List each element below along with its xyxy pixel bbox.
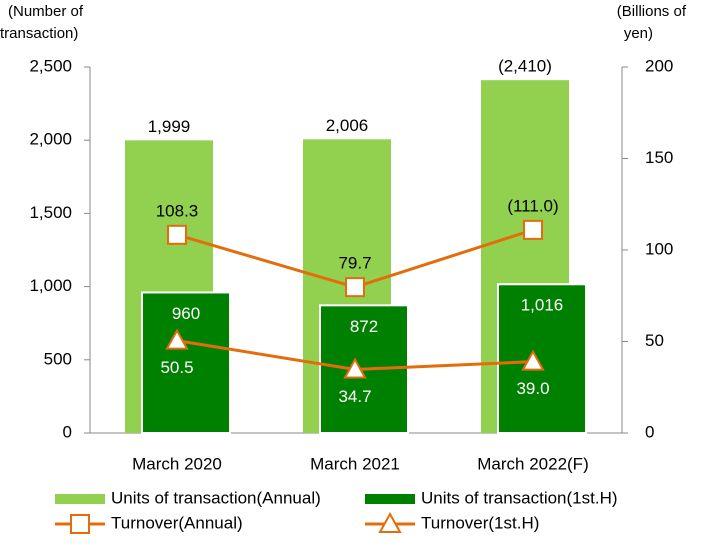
bar [497,283,587,434]
y-tick-label: 500 [44,349,72,368]
y2-tick-label: 200 [645,56,673,75]
data-label: 1,999 [148,117,191,136]
data-label: 872 [350,317,378,336]
data-label: 50.5 [160,358,193,377]
y2-tick-label: 150 [645,148,673,167]
line-marker [167,224,187,245]
legend-label: Turnover(1st.H) [421,513,539,532]
legend-marker [70,514,90,534]
y2-tick-label: 100 [645,239,673,258]
y2-axis-title: yen) [624,25,653,42]
y-axis-title: transaction) [0,25,78,42]
y-axis-title: (Number of [8,3,84,20]
y2-tick-label: 50 [645,331,664,350]
legend-swatch [365,494,415,504]
x-tick-label: March 2021 [310,454,400,473]
y2-axis-title: (Billions of [617,3,687,20]
data-label: (111.0) [507,196,558,215]
y-tick-label: 2,000 [29,130,72,149]
line-marker [165,328,189,350]
data-label: 39.0 [516,379,549,398]
line-marker [343,357,367,379]
y-tick-label: 0 [63,422,72,441]
bar [141,291,231,434]
data-label: 2,006 [326,116,369,135]
legend-swatch [55,494,105,504]
data-label: 79.7 [338,254,371,273]
y-tick-label: 2,500 [29,56,72,75]
legend-label: Units of transaction(1st.H) [421,488,618,507]
legend-marker [378,511,402,533]
data-label: 960 [172,304,200,323]
data-label: 108.3 [156,201,199,220]
data-label: 34.7 [338,387,371,406]
data-label: (2,410) [498,57,552,76]
x-tick-label: March 2022(F) [477,454,588,473]
line-marker [521,349,545,371]
data-label: 1,016 [521,296,564,315]
line-marker [523,219,543,240]
y-tick-label: 1,000 [29,276,72,295]
legend-label: Turnover(Annual) [111,513,243,532]
y2-tick-label: 0 [645,422,654,441]
x-tick-label: March 2020 [132,454,222,473]
line-marker [345,277,365,298]
y-tick-label: 1,500 [29,203,72,222]
legend-label: Units of transaction(Annual) [111,488,321,507]
